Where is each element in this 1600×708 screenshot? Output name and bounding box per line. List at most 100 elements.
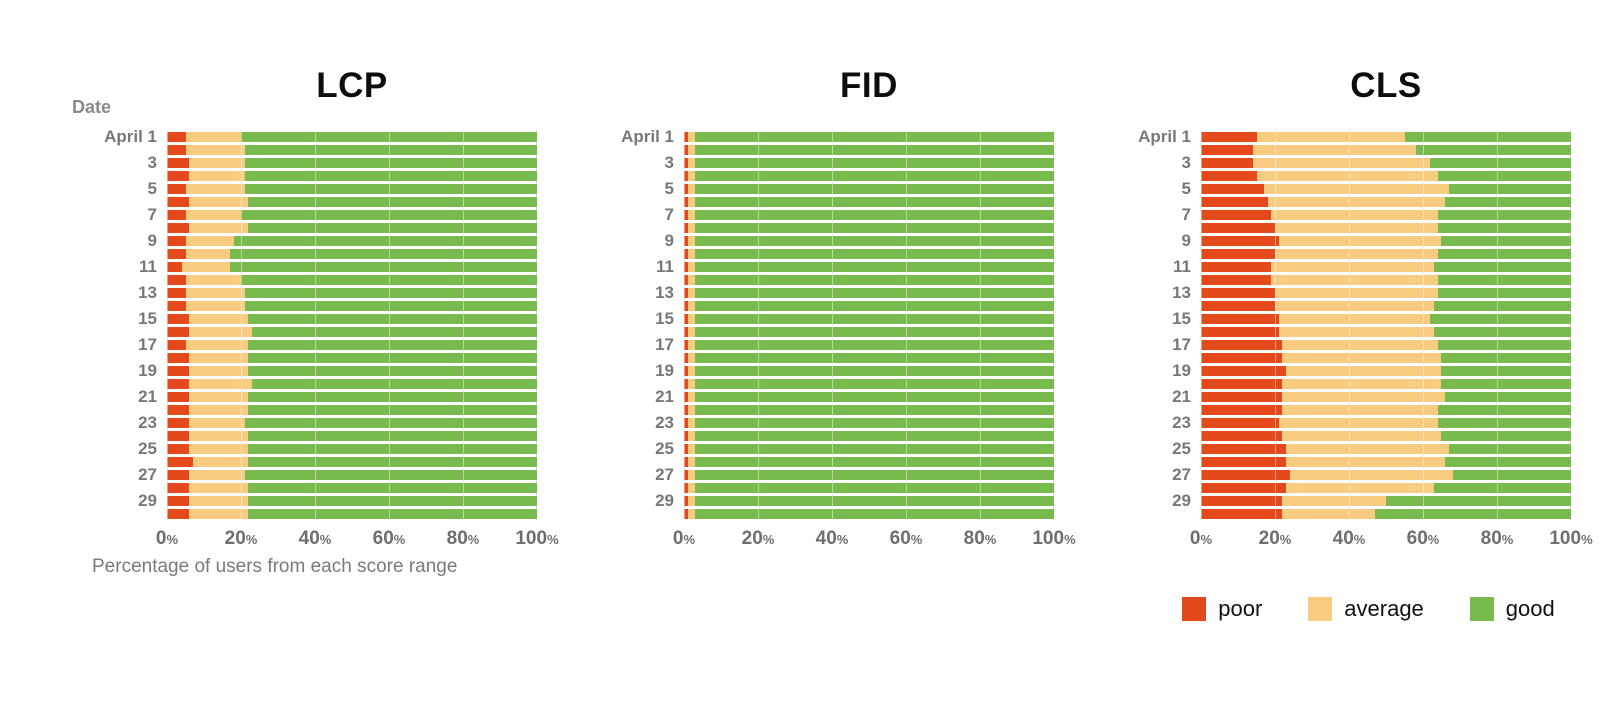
stacked-bar bbox=[167, 183, 537, 194]
segment-average bbox=[189, 170, 245, 181]
average-swatch-icon bbox=[1308, 597, 1333, 621]
y-tick-label: 7 bbox=[664, 205, 674, 224]
segment-average bbox=[687, 443, 696, 454]
poor-swatch-icon bbox=[1182, 597, 1207, 621]
chart-lcp: Date LCP April 1 3 5 7 9 11 13 15 17 19 21 23 25 27 29… bbox=[72, 58, 559, 622]
stacked-bar bbox=[1201, 326, 1571, 337]
segment-good bbox=[695, 235, 1054, 246]
segment-average bbox=[189, 196, 249, 207]
bar-row bbox=[1201, 130, 1571, 143]
stacked-bar bbox=[1201, 417, 1571, 428]
segment-good bbox=[1374, 508, 1571, 519]
y-tick-label: 7 bbox=[1181, 205, 1191, 224]
segment-average bbox=[189, 157, 245, 168]
segment-poor bbox=[684, 131, 688, 142]
x-tick-label: 20% bbox=[741, 528, 775, 549]
segment-poor bbox=[684, 248, 688, 259]
bar-row bbox=[684, 208, 1054, 221]
segment-average bbox=[1282, 495, 1386, 506]
segment-average bbox=[687, 326, 696, 337]
stacked-bar bbox=[1201, 391, 1571, 402]
stacked-bar bbox=[684, 300, 1054, 311]
bar-row bbox=[684, 156, 1054, 169]
y-tick-label: 15 bbox=[1172, 309, 1191, 328]
segment-poor bbox=[684, 469, 688, 480]
segment-good bbox=[695, 313, 1054, 324]
bar-row bbox=[1201, 234, 1571, 247]
legend-label-poor: poor bbox=[1218, 596, 1263, 621]
segment-poor bbox=[167, 352, 190, 363]
segment-poor bbox=[167, 495, 190, 506]
y-tick-label bbox=[1106, 507, 1201, 520]
segment-poor bbox=[167, 456, 193, 467]
segment-average bbox=[1286, 456, 1446, 467]
chart-title-cls: CLS bbox=[1350, 66, 1422, 105]
segment-poor bbox=[167, 391, 190, 402]
bar-row bbox=[1201, 312, 1571, 325]
segment-average bbox=[185, 131, 241, 142]
stacked-bar bbox=[167, 378, 537, 389]
stacked-bar bbox=[684, 404, 1054, 415]
stacked-bar bbox=[1201, 183, 1571, 194]
segment-average bbox=[1275, 300, 1435, 311]
segment-average bbox=[687, 313, 696, 324]
segment-poor bbox=[684, 261, 688, 272]
segment-good bbox=[244, 469, 537, 480]
bar-row bbox=[167, 338, 537, 351]
segment-poor bbox=[1201, 222, 1275, 233]
stacked-bar bbox=[684, 170, 1054, 181]
segment-average bbox=[189, 482, 249, 493]
stacked-bar bbox=[684, 196, 1054, 207]
segment-good bbox=[1441, 235, 1571, 246]
stacked-bar bbox=[167, 430, 537, 441]
legend-item-average: average bbox=[1308, 596, 1424, 622]
segment-average bbox=[1286, 482, 1435, 493]
legend: poor average good bbox=[1166, 596, 1571, 622]
segment-good bbox=[248, 222, 537, 233]
segment-good bbox=[695, 339, 1054, 350]
bar-row bbox=[684, 481, 1054, 494]
segment-good bbox=[695, 183, 1054, 194]
segment-good bbox=[1437, 170, 1571, 181]
bar-row bbox=[1201, 364, 1571, 377]
segment-poor bbox=[167, 378, 190, 389]
stacked-bar bbox=[167, 469, 537, 480]
segment-average bbox=[1271, 274, 1438, 285]
x-tick-label: 0% bbox=[155, 528, 179, 549]
bar-row bbox=[1201, 455, 1571, 468]
segment-average bbox=[687, 144, 696, 155]
x-tick-label: 60% bbox=[1406, 528, 1440, 549]
segment-poor bbox=[684, 508, 688, 519]
x-tick-label: 100% bbox=[515, 528, 559, 549]
segment-poor bbox=[684, 157, 688, 168]
bar-row bbox=[1201, 507, 1571, 520]
segment-good bbox=[1437, 274, 1571, 285]
stacked-bar bbox=[684, 248, 1054, 259]
segment-good bbox=[695, 248, 1054, 259]
segment-good bbox=[1441, 430, 1571, 441]
segment-average bbox=[687, 261, 696, 272]
segment-average bbox=[687, 196, 696, 207]
segment-good bbox=[248, 339, 537, 350]
y-tick-label: 19 bbox=[138, 361, 157, 380]
segment-average bbox=[181, 261, 230, 272]
segment-average bbox=[687, 508, 696, 519]
segment-poor bbox=[167, 196, 190, 207]
segment-good bbox=[1445, 391, 1571, 402]
segment-poor bbox=[684, 378, 688, 389]
bar-row bbox=[167, 260, 537, 273]
segment-poor bbox=[1201, 248, 1275, 259]
segment-poor bbox=[167, 274, 186, 285]
y-tick-label: 3 bbox=[664, 153, 674, 172]
segment-average bbox=[189, 313, 249, 324]
segment-good bbox=[695, 274, 1054, 285]
segment-average bbox=[189, 430, 249, 441]
y-tick-label: 15 bbox=[138, 309, 157, 328]
segment-poor bbox=[167, 508, 190, 519]
y-tick-label: 29 bbox=[138, 491, 157, 510]
good-swatch-icon bbox=[1469, 597, 1494, 621]
segment-good bbox=[1437, 404, 1571, 415]
legend-item-good: good bbox=[1469, 596, 1555, 622]
stacked-bar bbox=[684, 261, 1054, 272]
